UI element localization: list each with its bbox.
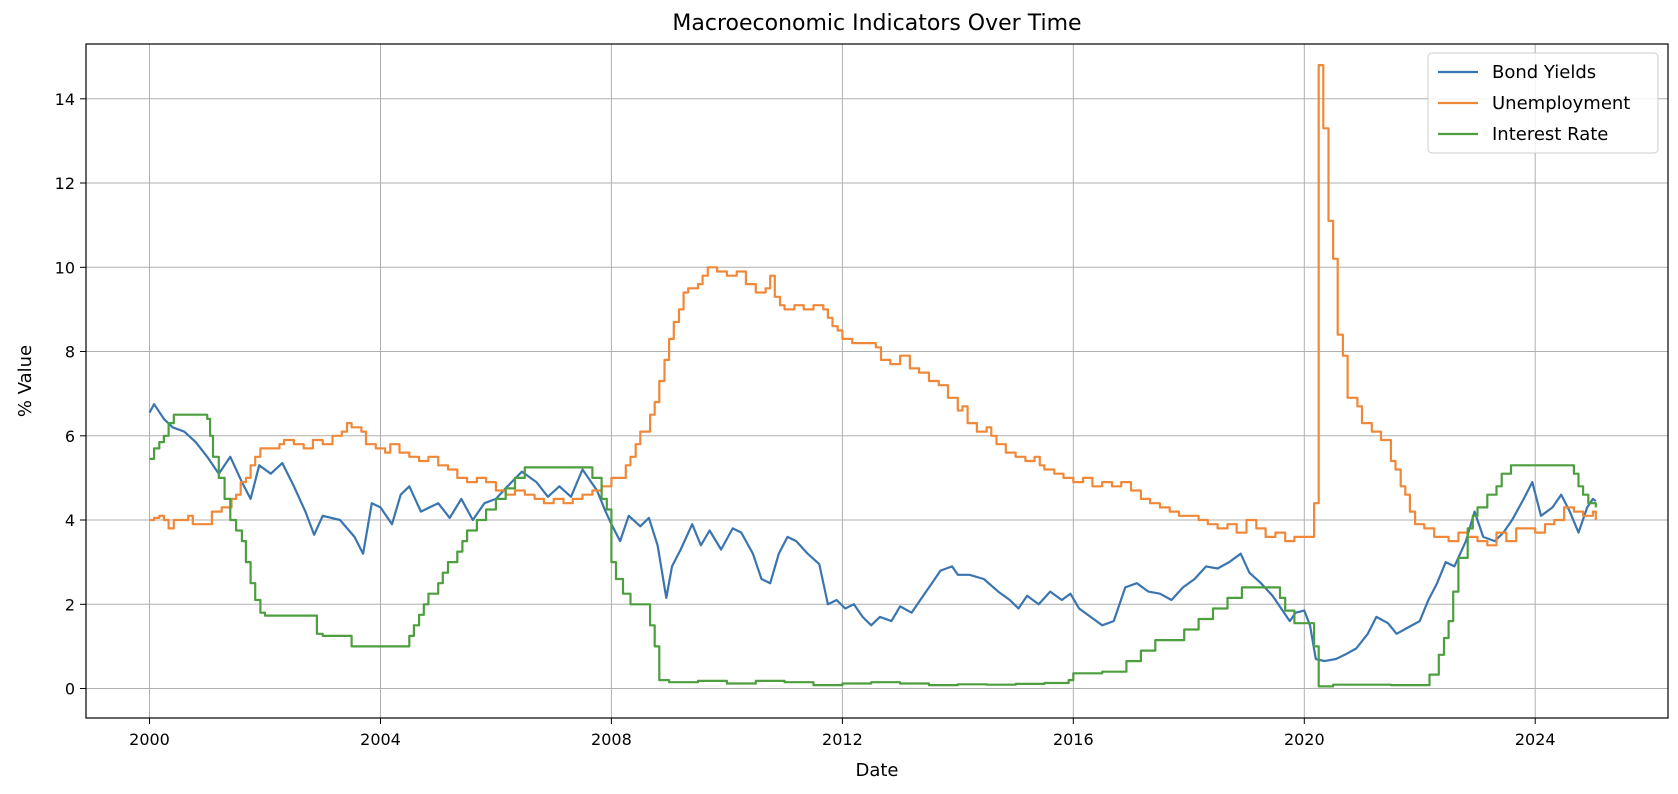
legend: Bond Yields Unemployment Interest Rate	[1427, 52, 1659, 154]
grid-lines	[86, 44, 1668, 718]
y-tick-label: 8	[65, 343, 75, 362]
plot-frame	[85, 43, 1669, 719]
series-layer	[148, 63, 1597, 688]
series-line-bond-yields	[148, 403, 1597, 663]
legend-label-unemployment: Unemployment	[1492, 93, 1630, 114]
x-axis: 2000 2004 2008 2012 2016 2020 2024	[129, 718, 1556, 749]
x-tick-label: 2020	[1284, 730, 1325, 749]
y-tick-label: 4	[65, 511, 75, 530]
y-tick-label: 14	[55, 90, 75, 109]
legend-box	[1427, 52, 1659, 154]
y-axis: 0 2 4 6 8 10 12 14	[55, 90, 86, 699]
series-line-interest-rate	[149, 413, 1597, 688]
chart-title: Macroeconomic Indicators Over Time	[672, 11, 1081, 36]
x-axis-label: Date	[855, 760, 898, 781]
x-tick-label: 2012	[822, 730, 863, 749]
x-tick-label: 2024	[1515, 730, 1556, 749]
legend-label-bond-yields: Bond Yields	[1492, 62, 1596, 83]
y-tick-label: 6	[65, 427, 75, 446]
y-axis-label: % Value	[15, 345, 36, 417]
y-tick-label: 12	[55, 174, 75, 193]
y-tick-label: 2	[65, 595, 75, 614]
y-tick-label: 10	[55, 258, 75, 277]
x-tick-label: 2008	[591, 730, 632, 749]
series-line-unemployment	[149, 63, 1597, 547]
y-tick-label: 0	[65, 680, 75, 699]
x-tick-label: 2004	[360, 730, 401, 749]
legend-label-interest-rate: Interest Rate	[1492, 124, 1608, 145]
x-tick-label: 2000	[129, 730, 170, 749]
x-tick-label: 2016	[1053, 730, 1094, 749]
